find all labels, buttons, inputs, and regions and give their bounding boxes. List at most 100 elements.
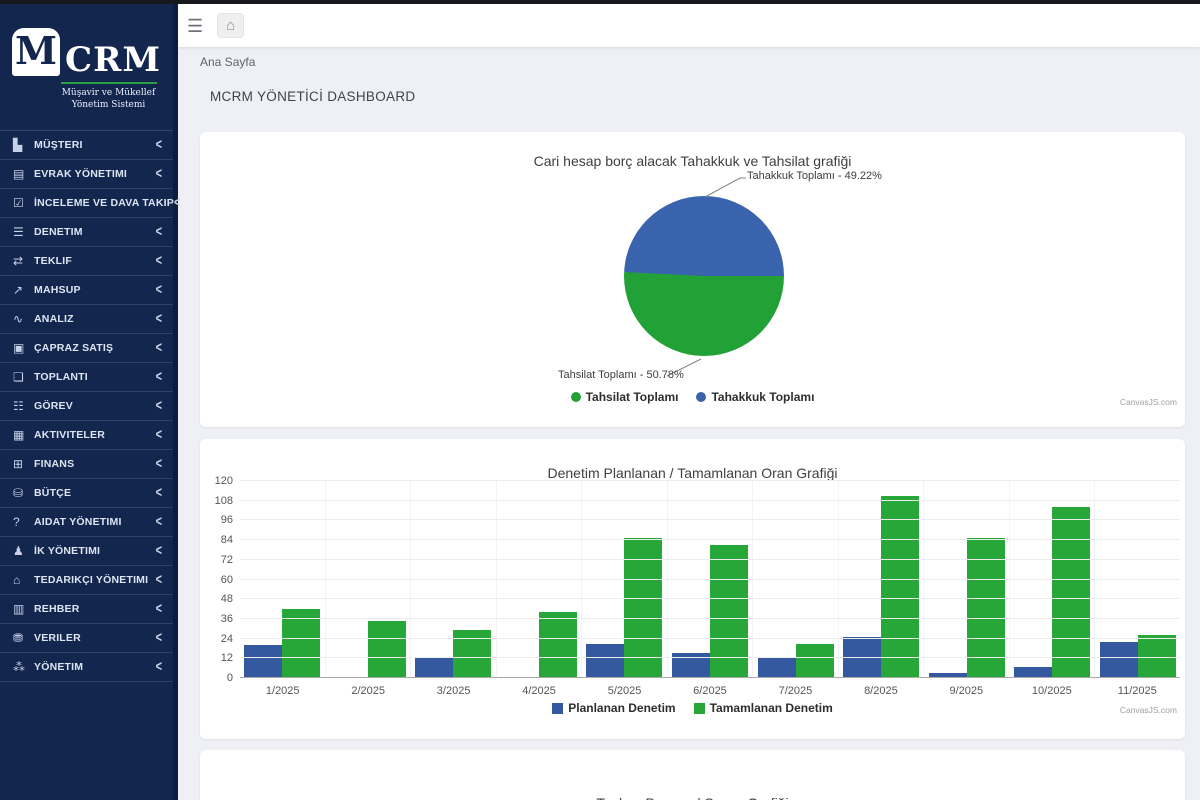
bar-planlanan-denetim-11-2025 [1100,642,1138,678]
legend-label: Tamamlanan Denetim [710,701,833,715]
sidebar-item-label: EVRAK YÖNETIMI [34,168,156,180]
sidebar-item-mahsup[interactable]: ↗MAHSUP< [0,276,173,305]
chevron-left-icon: < [156,282,162,298]
y-axis-label: 84 [221,534,233,546]
chevron-left-icon: < [156,659,162,675]
legend-item-tahsilat-toplam-[interactable]: Tahsilat Toplamı [571,390,679,404]
sidebar-item-yonetim[interactable]: ⁂YÖNETIM< [0,653,173,682]
sidebar-item-label: TOPLANTI [34,371,156,383]
app-root: M CRM Müşavir ve Mükellef Yönetim Sistem… [0,0,1200,800]
bar-chart-card: Denetim Planlanan / Tamamlanan Oran Graf… [200,439,1185,739]
book-icon: ▤ [13,167,34,181]
bar-group-6-2025 [667,481,753,678]
canvasjs-watermark[interactable]: CanvasJS.com [1120,705,1177,715]
bar-group-2-2025 [325,481,411,678]
address-book-icon: ▥ [13,602,34,616]
calendar-check-icon: ▦ [13,428,34,442]
bar-group-3-2025 [410,481,496,678]
sidebar-item-label: DENETIM [34,226,156,238]
sidebar-item-inceleme-ve-dava-takip[interactable]: ☑İNCELEME VE DAVA TAKIP< [0,189,173,218]
legend-item-tamamlanan-denetim[interactable]: Tamamlanan Denetim [694,701,833,715]
chevron-left-icon: < [156,456,162,472]
window-top-edge [0,0,1200,4]
industry-icon: ▙ [13,138,34,152]
sidebar-item-ik-yonetimi[interactable]: ♟İK YÖNETIMI< [0,537,173,566]
money-exchange-icon: ⇄ [13,254,34,268]
sidebar-item-label: AIDAT YÖNETIMI [34,516,156,528]
sidebar-item-label: FINANS [34,458,156,470]
chevron-left-icon: < [156,311,162,327]
x-axis-label: 6/2025 [667,685,752,697]
sidebar-item-tedarikci-yonetimi[interactable]: ⌂TEDARIKÇI YÖNETIMI< [0,566,173,595]
tasks-icon: ☷ [13,399,34,413]
bar-chart-title: Denetim Planlanan / Tamamlanan Oran Graf… [200,465,1185,481]
sidebar-item-aktiviteler[interactable]: ▦AKTIVITELER< [0,421,173,450]
gridline [240,598,1180,599]
sidebar-item-evrak-yonetimi[interactable]: ▤EVRAK YÖNETIMI< [0,160,173,189]
sidebar: M CRM Müşavir ve Mükellef Yönetim Sistem… [0,0,178,800]
legend-item-tahakkuk-toplam-[interactable]: Tahakkuk Toplamı [696,390,814,404]
y-axis-label: 48 [221,593,233,605]
main-area: ☰ ⌂ Ana Sayfa MCRM YÖNETİCİ DASHBOARD Ca… [178,0,1200,800]
y-axis-label: 12 [221,652,233,664]
printer-icon: ▣ [13,341,34,355]
calculator-icon: ⊞ [13,457,34,471]
sidebar-item-analiz[interactable]: ∿ANALIZ< [0,305,173,334]
external-link-icon: ↗ [13,283,34,297]
chevron-left-icon: < [156,340,162,356]
legend-label: Tahakkuk Toplamı [711,390,814,404]
x-axis-label: 10/2025 [1009,685,1094,697]
bar-tamamlanan-denetim-4-2025 [539,612,577,678]
bar-group-8-2025 [838,481,924,678]
x-axis-label: 2/2025 [325,685,410,697]
chevron-left-icon: < [156,224,162,240]
bar-group-5-2025 [581,481,667,678]
sidebar-item-butce[interactable]: ⛁BÜTÇE< [0,479,173,508]
bar-planlanan-denetim-3-2025 [415,657,453,678]
bar-group-1-2025 [240,481,325,678]
chevron-left-icon: < [156,514,162,530]
chevron-left-icon: < [174,195,180,211]
sidebar-item-finans[interactable]: ⊞FINANS< [0,450,173,479]
content: Ana Sayfa MCRM YÖNETİCİ DASHBOARD Cari h… [178,47,1200,800]
gridline [240,480,1180,481]
sidebar-item-label: AKTIVITELER [34,429,156,441]
chevron-left-icon: < [156,485,162,501]
sidebar-item-capraz-satis[interactable]: ▣ÇAPRAZ SATIŞ< [0,334,173,363]
x-axis-label: 9/2025 [924,685,1009,697]
sidebar-item-toplanti[interactable]: ❏TOPLANTI< [0,363,173,392]
user-icon: ♟ [13,544,34,558]
sidebar-item-label: MÜŞTERI [34,139,156,151]
sidebar-item-veriler[interactable]: ⛃VERILER< [0,624,173,653]
pie-chart [624,196,784,356]
bar-legend: Planlanan Denetim Tamamlanan Denetim [200,701,1185,715]
legend-item-planlanan-denetim[interactable]: Planlanan Denetim [552,701,675,715]
gridline [240,519,1180,520]
pie-chart-card: Cari hesap borç alacak Tahakkuk ve Tahsi… [200,132,1185,427]
sidebar-item-label: BÜTÇE [34,487,156,499]
warehouse-icon: ⌂ [13,573,34,587]
menu-toggle-icon[interactable]: ☰ [187,17,203,35]
sidebar-item-musteri[interactable]: ▙MÜŞTERI< [0,131,173,160]
y-axis-label: 72 [221,554,233,566]
sidebar-item-denetim[interactable]: ☰DENETIM< [0,218,173,247]
sidebar-item-gorev[interactable]: ☷GÖREV< [0,392,173,421]
canvasjs-watermark[interactable]: CanvasJS.com [1120,397,1177,407]
bar-group-4-2025 [496,481,582,678]
gridline [240,579,1180,580]
sidebar-nav: ▙MÜŞTERI<▤EVRAK YÖNETIMI<☑İNCELEME VE DA… [0,130,173,682]
comment-icon: ❏ [13,370,34,384]
breadcrumb[interactable]: Ana Sayfa [200,55,1185,69]
y-axis-label: 0 [227,672,233,684]
topbar: ☰ ⌂ [178,0,1200,47]
sidebar-item-label: VERILER [34,632,156,644]
bar-group-10-2025 [1009,481,1095,678]
bar-chart-plot: 1/20252/20253/20254/20255/20256/20257/20… [240,481,1180,678]
y-axis-label: 96 [221,514,233,526]
question-circle-icon: ? [13,515,34,529]
sidebar-item-teklif[interactable]: ⇄TEKLIF< [0,247,173,276]
sidebar-item-rehber[interactable]: ▥REHBER< [0,595,173,624]
home-icon[interactable]: ⌂ [217,13,244,38]
legend-label: Planlanan Denetim [568,701,675,715]
sidebar-item-aidat-yonetimi[interactable]: ?AIDAT YÖNETIMI< [0,508,173,537]
